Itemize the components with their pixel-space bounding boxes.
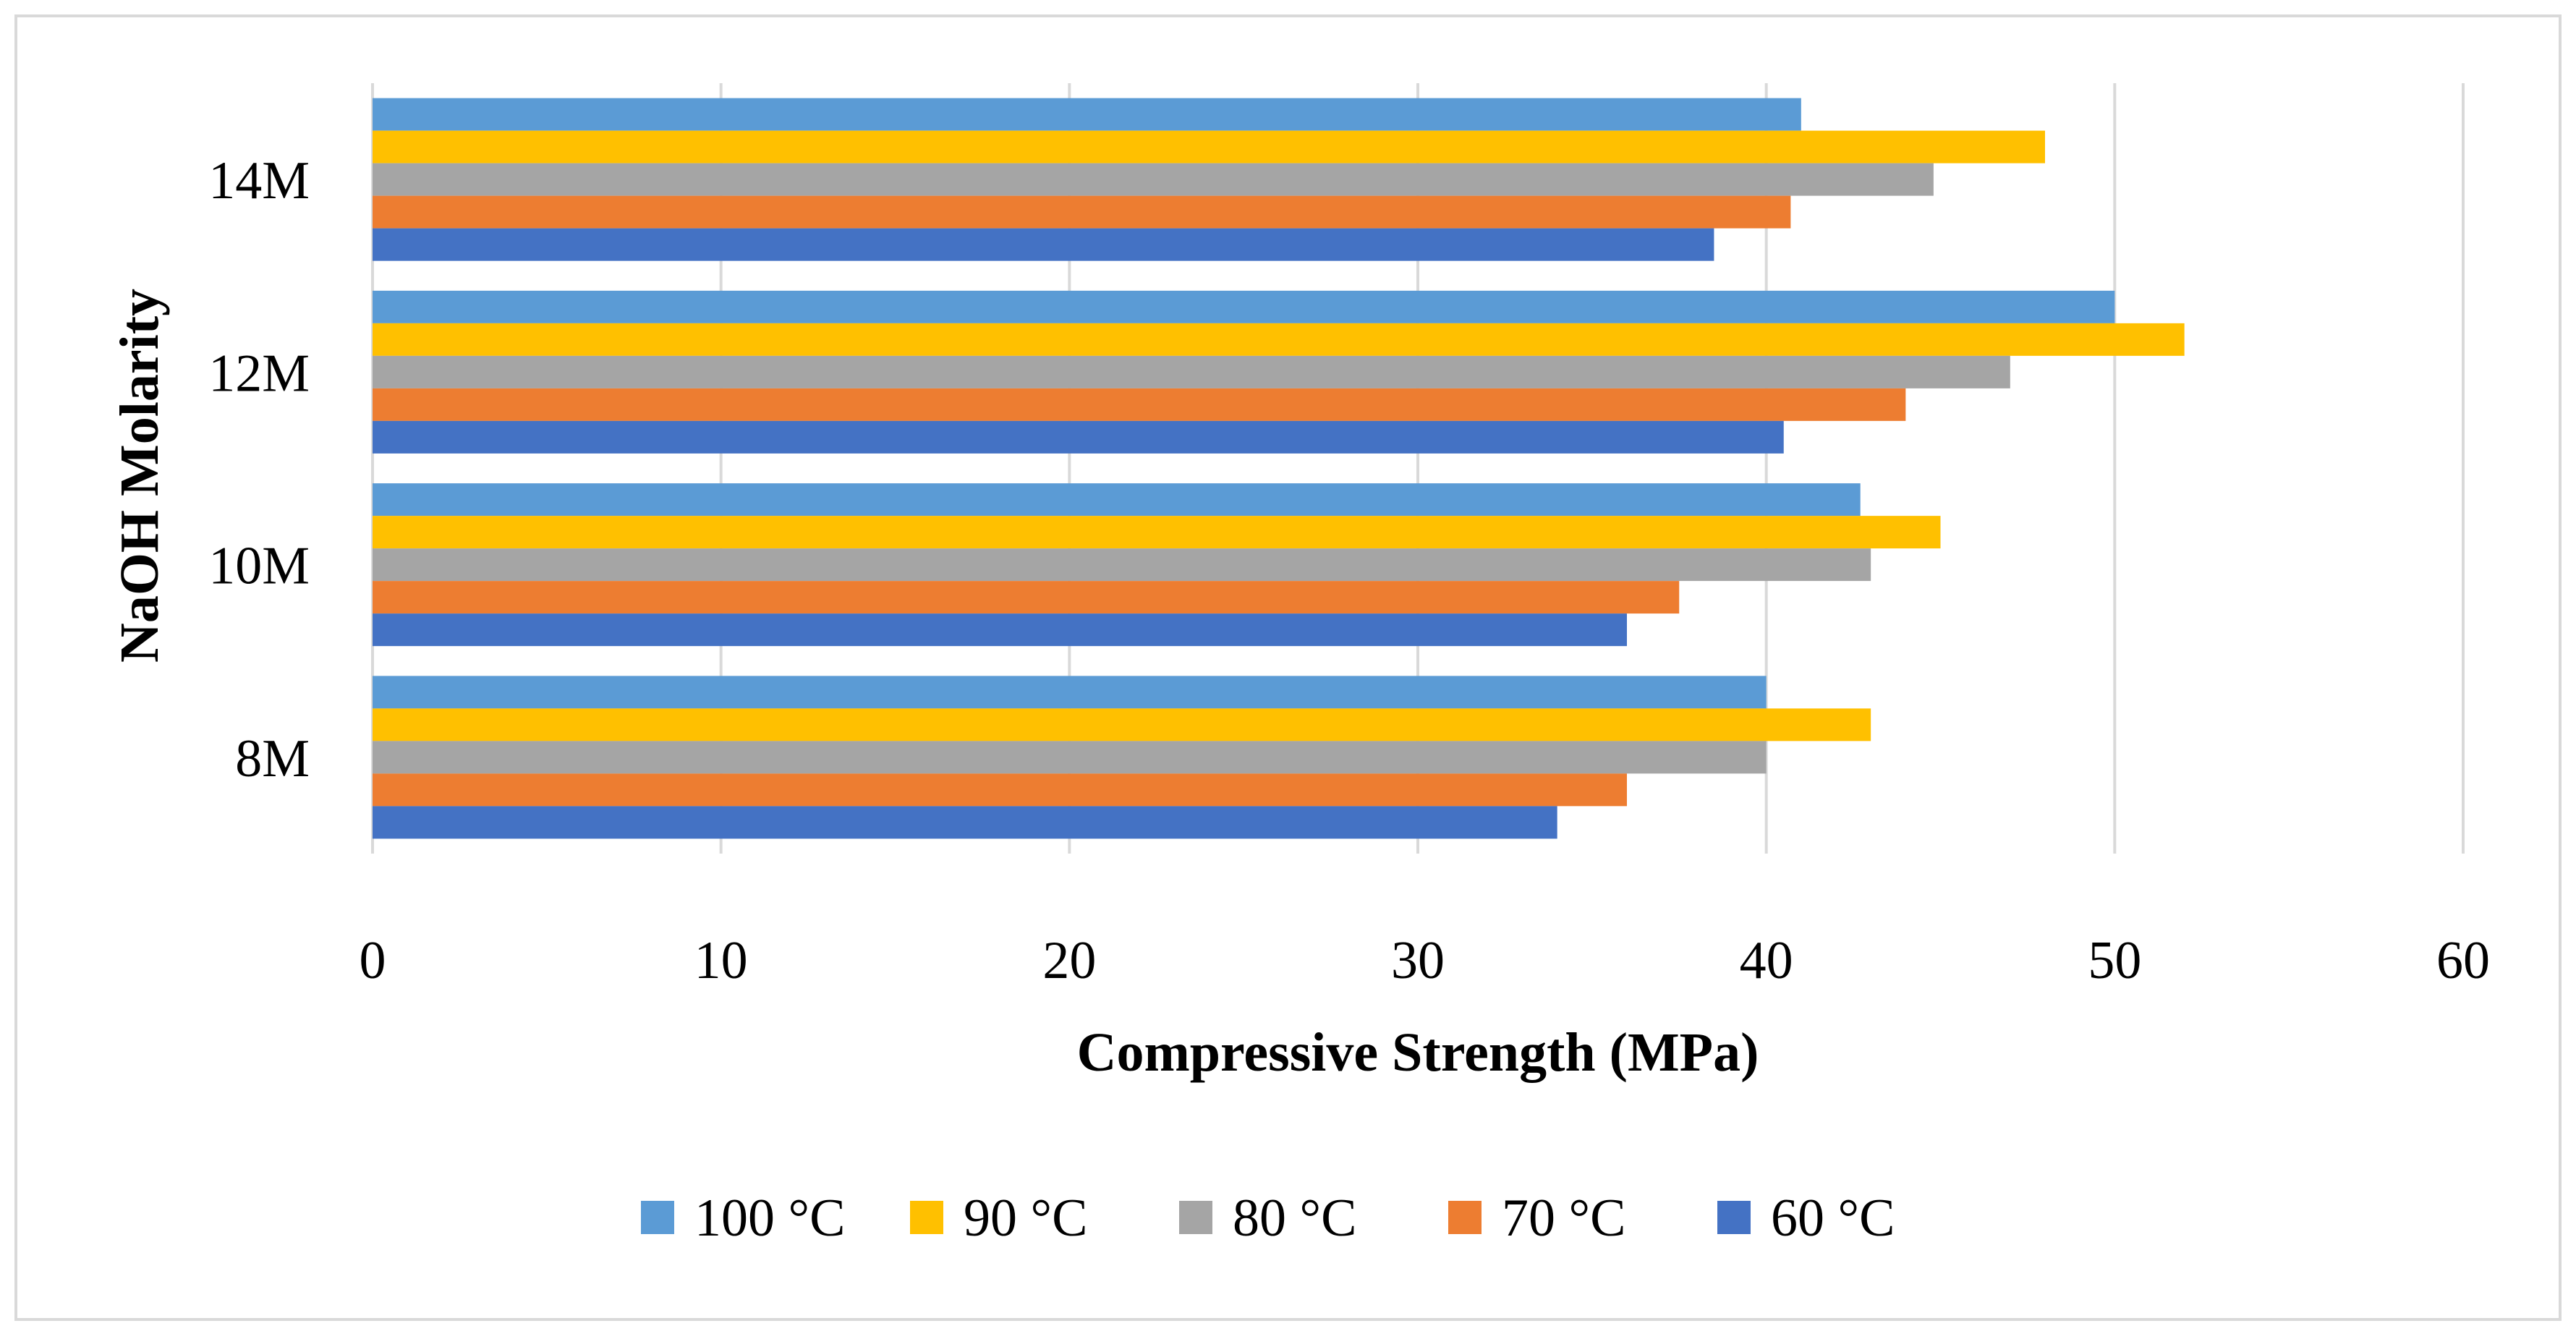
bar xyxy=(373,228,1714,261)
bar xyxy=(373,163,1934,196)
bar xyxy=(373,130,2045,163)
legend-swatch xyxy=(1448,1201,1482,1234)
x-tick-label: 40 xyxy=(1740,931,1793,990)
legend-label: 80 °C xyxy=(1233,1189,1356,1248)
bar xyxy=(373,741,1767,774)
x-tick-label: 50 xyxy=(2088,931,2141,990)
x-axis-title: Compressive Strength (MPa) xyxy=(1077,1022,1759,1083)
bar xyxy=(373,613,1627,647)
x-tick-label: 10 xyxy=(694,931,748,990)
bar xyxy=(373,581,1680,614)
x-tick-label: 30 xyxy=(1391,931,1445,990)
y-axis-title: NaOH Molarity xyxy=(109,289,170,663)
y-tick-label: 10M xyxy=(208,537,310,596)
bar xyxy=(373,323,2185,356)
y-tick-label: 12M xyxy=(208,344,310,403)
bar xyxy=(373,420,1784,454)
bar xyxy=(373,483,1861,517)
legend-label: 60 °C xyxy=(1771,1189,1895,1248)
y-tick-label: 8M xyxy=(235,729,310,788)
x-tick-label: 0 xyxy=(360,931,386,990)
bars xyxy=(373,98,2185,839)
x-axis-ticks: 0 10 20 30 40 50 60 xyxy=(360,931,2491,990)
legend-label: 70 °C xyxy=(1502,1189,1625,1248)
legend-swatch xyxy=(1179,1201,1212,1234)
bar xyxy=(373,516,1941,549)
bar xyxy=(373,98,1801,131)
x-tick-label: 20 xyxy=(1042,931,1096,990)
legend: 100 °C 90 °C 80 °C 70 °C 60 °C xyxy=(641,1189,1895,1248)
bar xyxy=(373,388,1906,421)
bar xyxy=(373,548,1871,582)
legend-label: 100 °C xyxy=(694,1189,845,1248)
x-tick-label: 60 xyxy=(2436,931,2490,990)
y-axis-ticks: 8M 10M 12M 14M xyxy=(208,151,310,788)
bar xyxy=(373,773,1627,807)
legend-swatch xyxy=(910,1201,943,1234)
y-tick-label: 14M xyxy=(208,151,310,211)
bar xyxy=(373,355,2010,388)
legend-swatch xyxy=(1717,1201,1751,1234)
bar xyxy=(373,676,1767,709)
legend-swatch xyxy=(641,1201,674,1234)
bar xyxy=(373,195,1791,229)
legend-label: 90 °C xyxy=(964,1189,1087,1248)
bar xyxy=(373,708,1871,741)
bar xyxy=(373,290,2115,323)
bar xyxy=(373,806,1557,839)
